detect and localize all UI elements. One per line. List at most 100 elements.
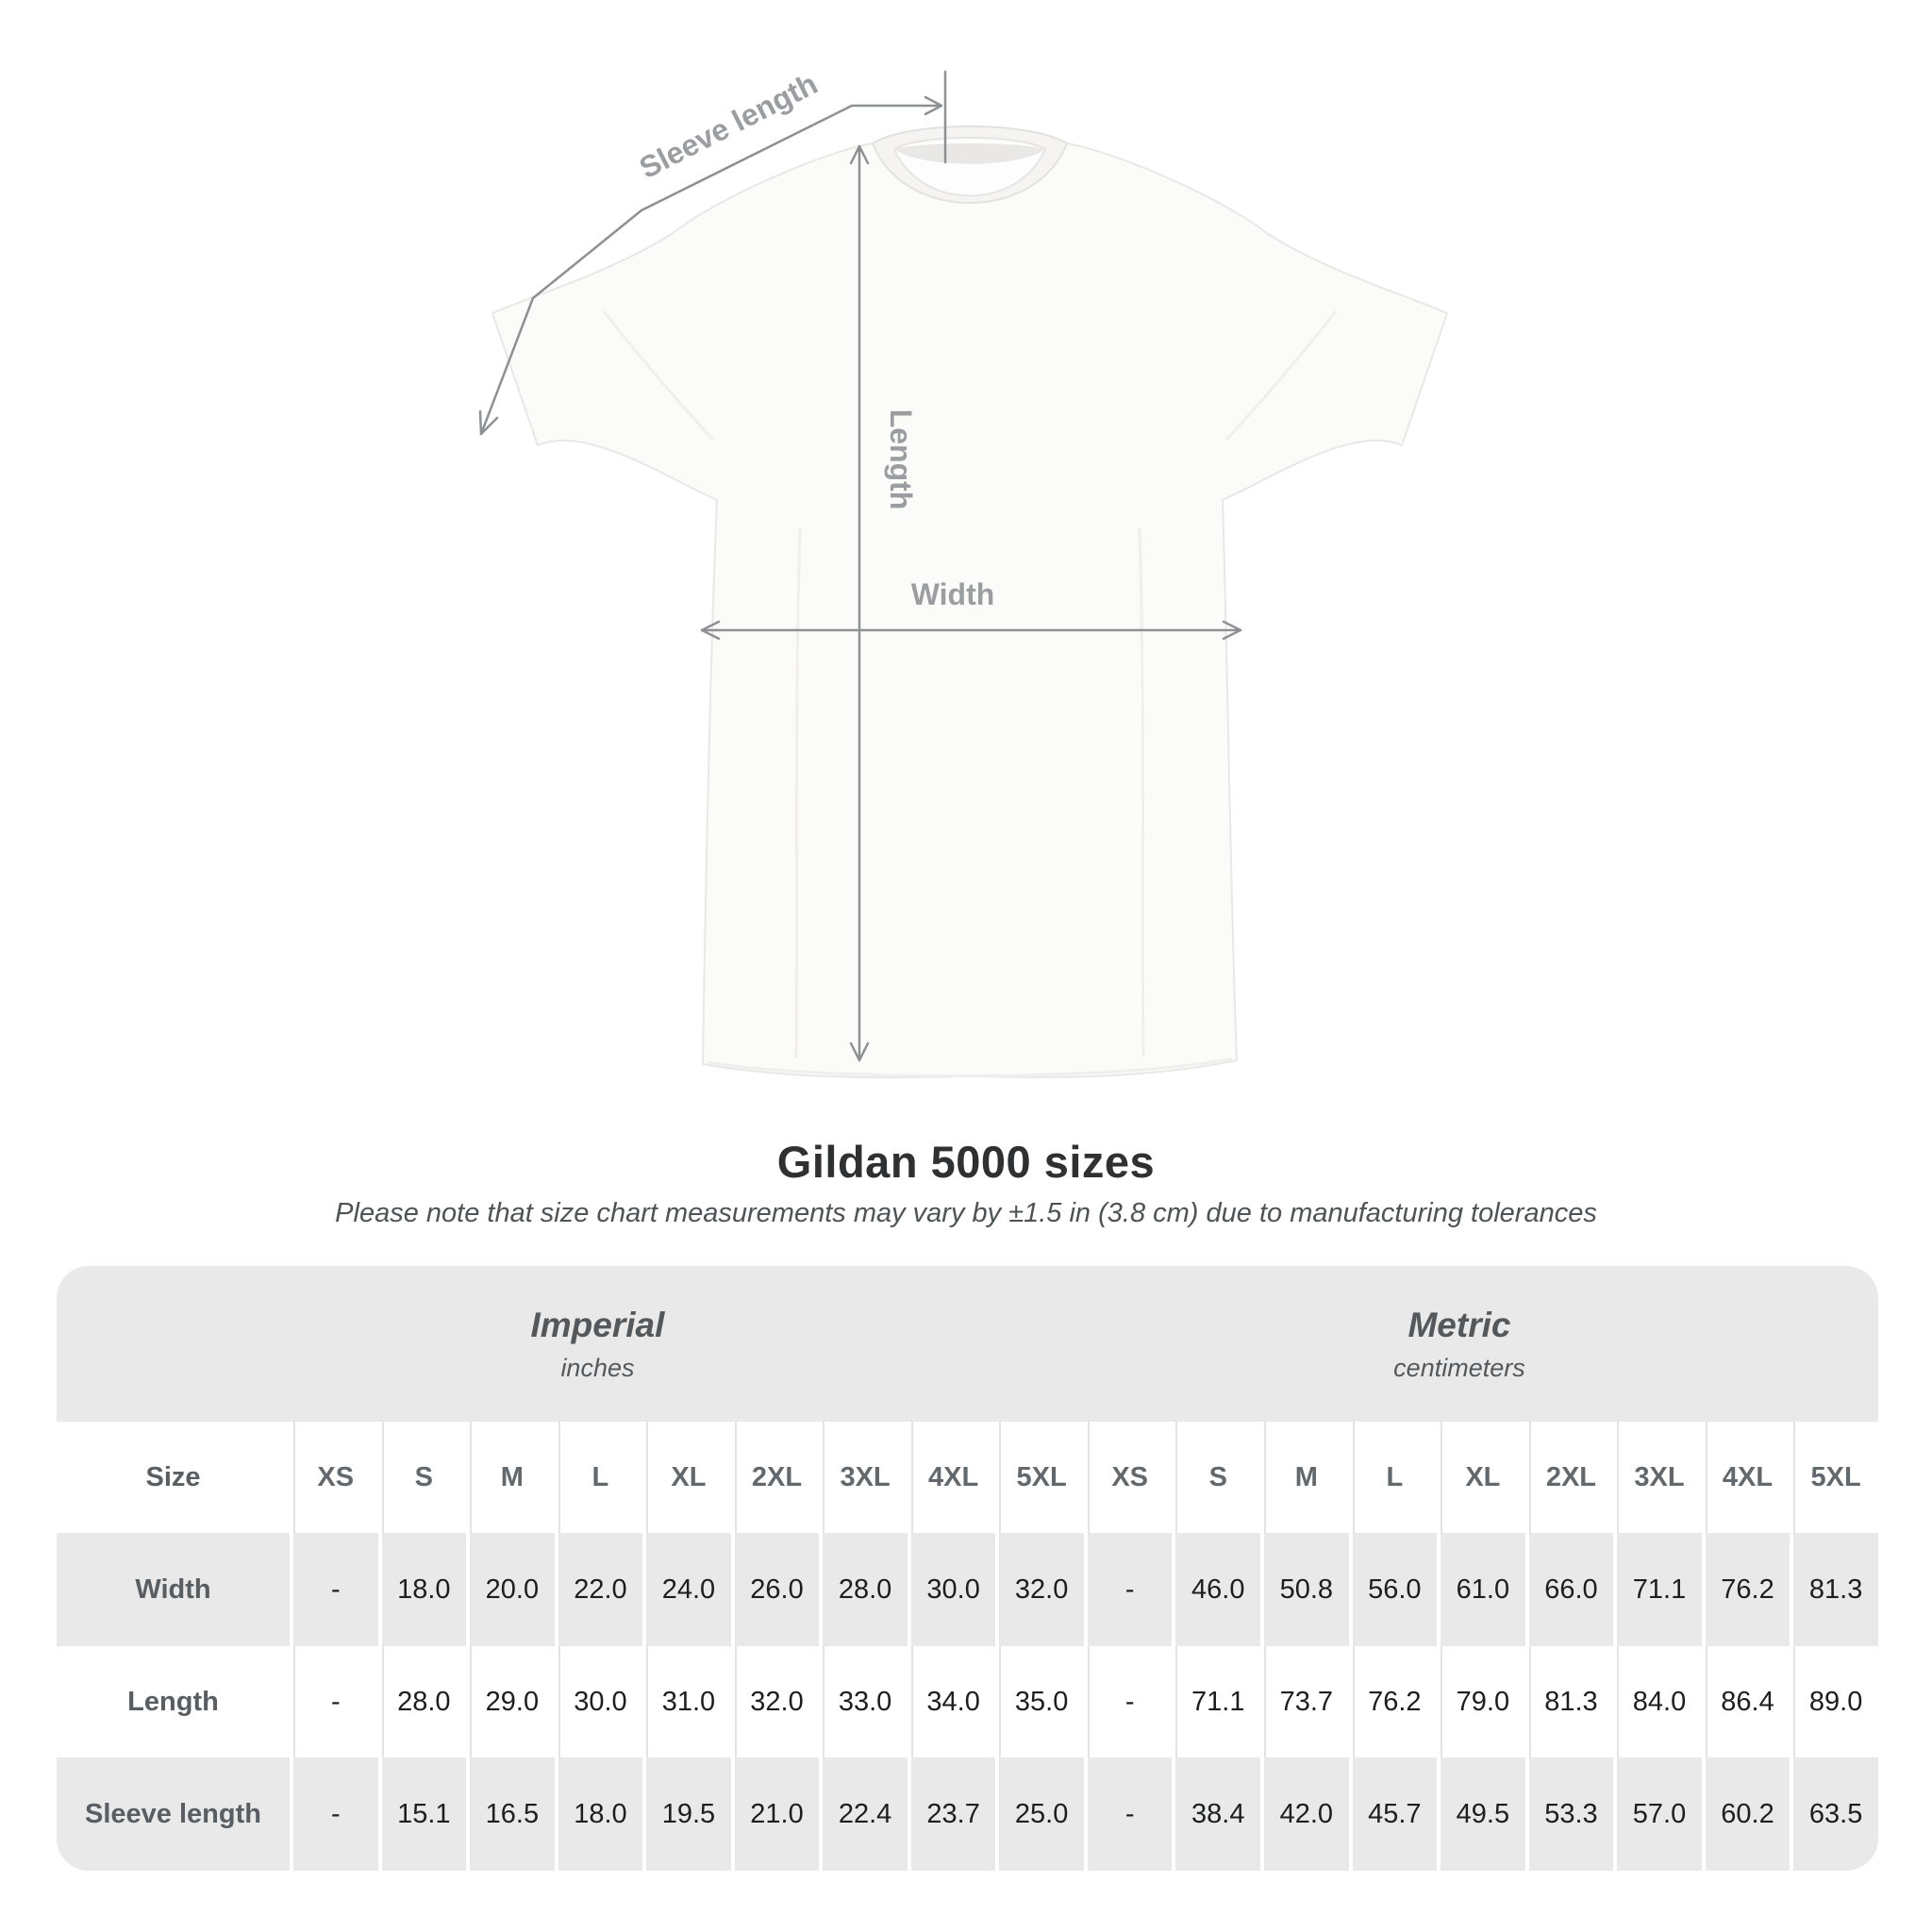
value-cell: 25.0 [995,1757,1084,1871]
tshirt-measurement-diagram: Sleeve length Length Width [478,66,1448,1079]
value-cell: - [1083,1757,1173,1871]
value-cell: 53.3 [1524,1757,1614,1871]
value-cell: - [1083,1533,1173,1646]
length-label: Length [884,409,918,510]
value-cell: - [1083,1646,1173,1757]
size-header-imperial-2xl: 2XL [730,1422,820,1533]
value-cell: 73.7 [1260,1646,1349,1757]
value-cell: 29.0 [466,1646,555,1757]
value-cell: 66.0 [1524,1533,1614,1646]
arrowhead-left-icon [700,620,721,641]
value-cell: 34.0 [907,1646,996,1757]
value-cell: 24.0 [642,1533,731,1646]
arrowhead-right-icon [924,95,943,116]
value-cell: 16.5 [466,1757,555,1871]
value-cell: 32.0 [730,1646,820,1757]
size-header-imperial-m: M [466,1422,555,1533]
value-cell: 86.4 [1701,1646,1790,1757]
sleeve-length-row: Sleeve length - 15.1 16.5 18.0 19.5 21.0… [57,1757,1878,1871]
size-header-metric-2xl: 2XL [1524,1422,1614,1533]
width-row-label: Width [57,1533,290,1646]
value-cell: 18.0 [377,1533,467,1646]
size-header-metric-l: L [1348,1422,1438,1533]
value-cell: 56.0 [1348,1533,1438,1646]
unit-header-metric: Metric centimeters [1083,1266,1878,1422]
size-header-metric-xl: XL [1437,1422,1525,1533]
tshirt-illustration [491,125,1448,1079]
hem-shadow [707,1057,1233,1078]
size-table: Imperial inches Metric centimeters Size … [57,1266,1878,1871]
value-cell: 63.5 [1790,1757,1878,1871]
size-header-imperial-xs: XS [290,1422,378,1533]
value-cell: 18.0 [554,1757,643,1871]
value-cell: - [290,1757,378,1871]
size-header-metric-5xl: 5XL [1790,1422,1878,1533]
size-header-imperial-4xl: 4XL [907,1422,996,1533]
size-header-imperial-5xl: 5XL [995,1422,1084,1533]
arrowhead-down-icon [849,1041,870,1062]
value-cell: 32.0 [995,1533,1084,1646]
unit-header-row: Imperial inches Metric centimeters [57,1266,1878,1422]
value-cell: 30.0 [907,1533,996,1646]
value-cell: 76.2 [1348,1646,1438,1757]
size-header-row: Size XS S M L XL 2XL 3XL 4XL 5XL XS S M … [57,1422,1878,1533]
value-cell: 30.0 [554,1646,643,1757]
size-header-metric-s: S [1172,1422,1260,1533]
value-cell: 84.0 [1613,1646,1702,1757]
value-cell: 38.4 [1172,1757,1261,1871]
value-cell: 22.4 [819,1757,908,1871]
value-cell: 71.1 [1172,1646,1260,1757]
fabric-fold-right [1138,527,1145,1058]
imperial-title: Imperial [530,1305,665,1344]
size-header-metric-4xl: 4XL [1701,1422,1790,1533]
metric-title: Metric [1407,1305,1511,1344]
value-cell: 28.0 [377,1646,467,1757]
value-cell: 35.0 [995,1646,1084,1757]
value-cell: 19.5 [642,1757,731,1871]
sleeve-seam-right [1224,310,1338,441]
collar-inner-shadow [894,143,1045,164]
length-row: Length - 28.0 29.0 30.0 31.0 32.0 33.0 3… [57,1646,1878,1757]
width-row: Width - 18.0 20.0 22.0 24.0 26.0 28.0 30… [57,1533,1878,1646]
value-cell: 89.0 [1790,1646,1878,1757]
value-cell: 71.1 [1613,1533,1702,1646]
value-cell: 50.8 [1260,1533,1349,1646]
unit-header-imperial: Imperial inches [57,1266,1084,1422]
sleeve-length-arrow [479,104,942,436]
value-cell: 46.0 [1172,1533,1261,1646]
tshirt-silhouette [491,125,1448,1079]
length-row-label: Length [127,1686,219,1717]
value-cell: 15.1 [377,1757,467,1871]
value-cell: 21.0 [730,1757,820,1871]
width-dimension: Width [700,577,1242,641]
value-cell: 33.0 [819,1646,908,1757]
arrowhead-cuff-icon [478,409,499,436]
page-title: Gildan 5000 sizes [776,1137,1156,1187]
imperial-unit: inches [560,1353,635,1382]
fabric-fold-left [794,527,802,1059]
sleeve-seam-left [602,310,715,441]
value-cell: 57.0 [1613,1757,1702,1871]
size-header-imperial-xl: XL [642,1422,731,1533]
size-header-metric-3xl: 3XL [1613,1422,1702,1533]
value-cell: 81.3 [1524,1646,1614,1757]
value-cell: 61.0 [1437,1533,1525,1646]
value-cell: 45.7 [1348,1757,1438,1871]
value-cell: 26.0 [730,1533,820,1646]
value-cell: 79.0 [1437,1646,1525,1757]
size-header-imperial-s: S [377,1422,467,1533]
value-cell: 76.2 [1701,1533,1790,1646]
size-column-label: Size [145,1461,201,1492]
size-header-metric-m: M [1260,1422,1349,1533]
value-cell: 60.2 [1701,1757,1790,1871]
value-cell: 49.5 [1437,1757,1525,1871]
value-cell: - [290,1533,378,1646]
value-cell: 81.3 [1790,1533,1878,1646]
size-header-imperial-l: L [554,1422,643,1533]
size-header-metric-xs: XS [1083,1422,1173,1533]
page-subtitle: Please note that size chart measurements… [335,1198,1597,1228]
value-cell: 23.7 [907,1757,996,1871]
arrowhead-right2-icon [1222,620,1242,641]
metric-unit: centimeters [1393,1353,1525,1382]
size-header-imperial-3xl: 3XL [819,1422,908,1533]
